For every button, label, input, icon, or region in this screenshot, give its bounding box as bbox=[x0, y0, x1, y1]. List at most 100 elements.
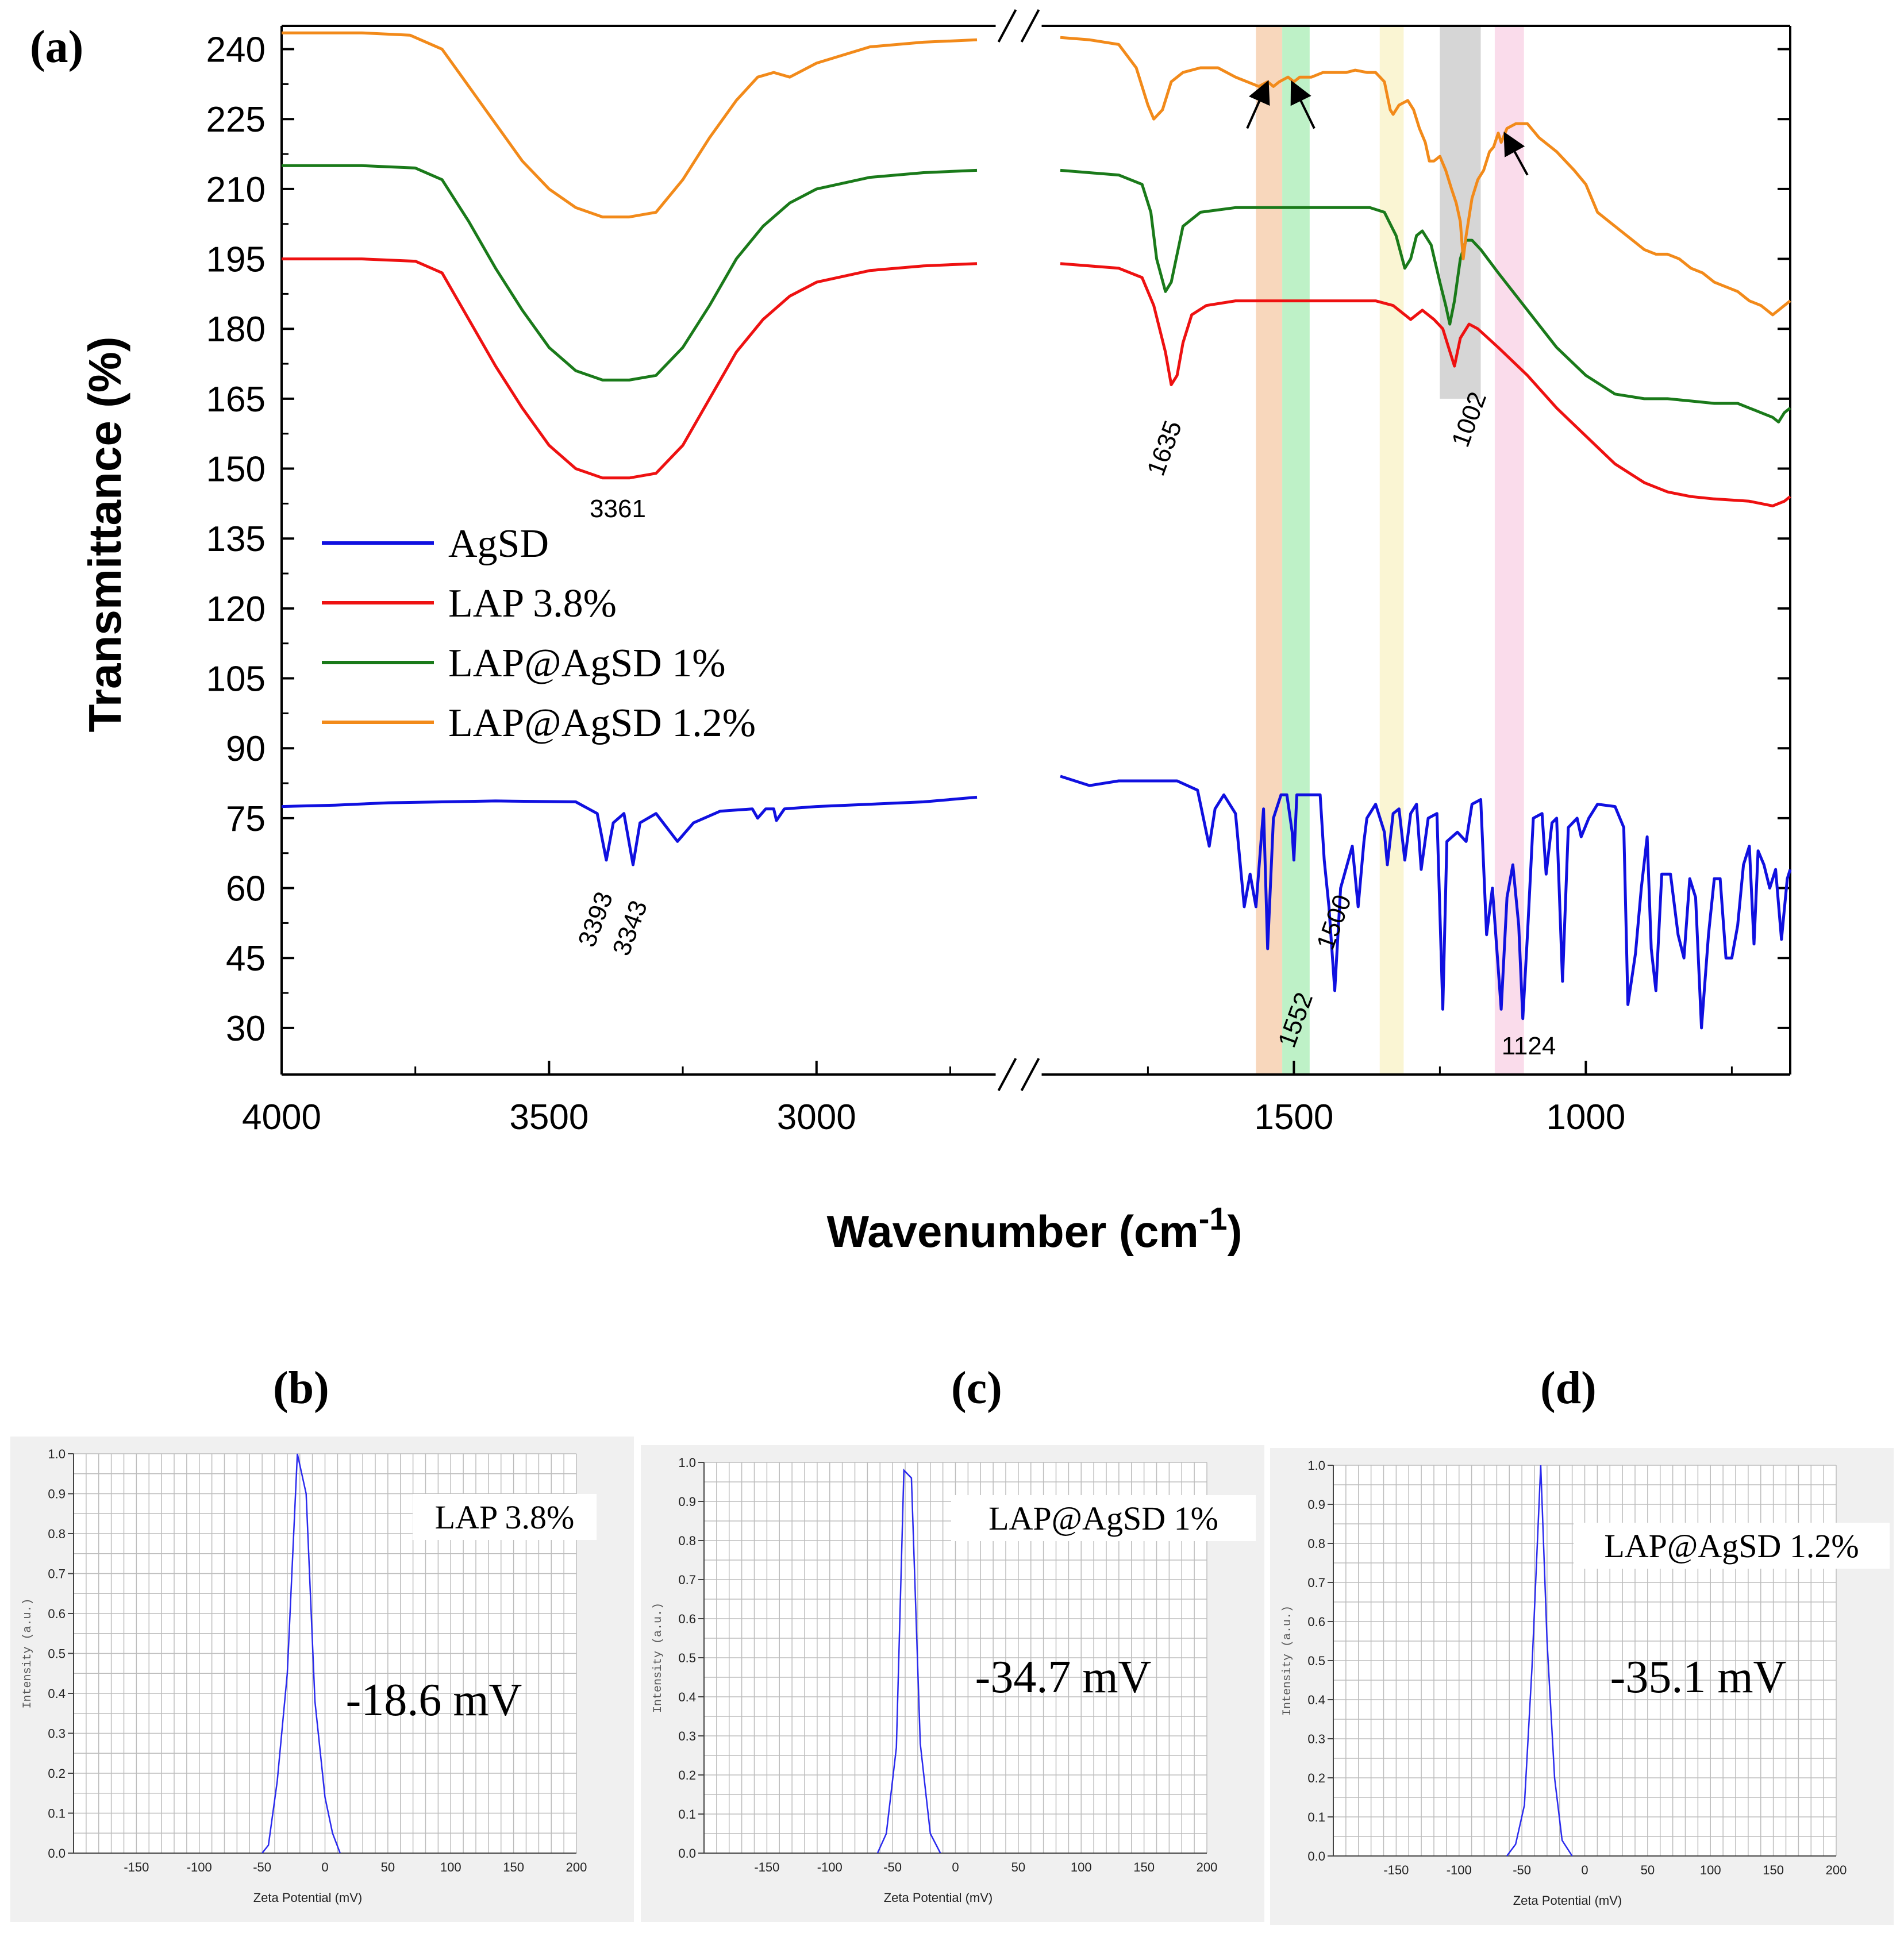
zeta-x-tick-label: 150 bbox=[1133, 1860, 1155, 1874]
zeta-y-tick-label: 0.3 bbox=[678, 1729, 696, 1743]
zeta-x-tick-label: 50 bbox=[381, 1860, 395, 1874]
zeta-x-tick-label: 0 bbox=[1581, 1863, 1588, 1877]
y-tick-label: 165 bbox=[206, 380, 266, 419]
annotation-arrow bbox=[1503, 132, 1529, 176]
y-tick-label: 90 bbox=[226, 729, 266, 769]
legend-label: LAP@AgSD 1% bbox=[448, 641, 726, 686]
zeta-y-tick-label: 0.5 bbox=[1307, 1654, 1325, 1668]
zeta-y-tick-label: 0.6 bbox=[48, 1607, 66, 1621]
zeta-legend-label: LAP 3.8% bbox=[435, 1499, 575, 1536]
peak-annotation: 3361 bbox=[590, 495, 646, 523]
zeta-y-tick-label: 0.0 bbox=[1307, 1849, 1325, 1863]
zeta-legend-box bbox=[1574, 1523, 1890, 1569]
series-line-lap-agsd-1-2- bbox=[1060, 36, 1791, 317]
zeta-legend-box bbox=[413, 1494, 597, 1540]
zeta-x-tick-label: 200 bbox=[1826, 1863, 1847, 1877]
zeta-x-tick-label: 200 bbox=[1197, 1860, 1218, 1874]
x-tick-label: 4000 bbox=[242, 1097, 321, 1137]
zeta-y-tick-label: 0.0 bbox=[678, 1846, 696, 1861]
highlight-band bbox=[1282, 26, 1310, 1075]
zeta-y-tick-label: 0.7 bbox=[678, 1573, 696, 1587]
zeta-y-axis-title: Intensity (a.u.) bbox=[1281, 1605, 1294, 1716]
y-tick-label: 240 bbox=[206, 30, 266, 70]
highlight-band bbox=[1379, 26, 1404, 1075]
panel-c-label: (c) bbox=[951, 1363, 1002, 1414]
zeta-y-tick-label: 0.1 bbox=[1307, 1810, 1325, 1824]
y-tick-label: 135 bbox=[206, 519, 266, 559]
zeta-x-tick-label: 100 bbox=[440, 1860, 461, 1874]
zeta-x-tick-label: 0 bbox=[321, 1860, 328, 1874]
zeta-legend-box bbox=[951, 1495, 1256, 1541]
peak-annotation: 1124 bbox=[1502, 1032, 1556, 1060]
zeta-value-label: -18.6 mV bbox=[346, 1675, 522, 1726]
zeta-x-tick-label: -150 bbox=[754, 1860, 779, 1874]
axis-break-mark bbox=[1020, 9, 1040, 43]
y-tick-label: 180 bbox=[206, 310, 266, 349]
series-line-lap-agsd-1- bbox=[282, 164, 978, 382]
axis-break-mark bbox=[997, 9, 1017, 43]
panel-a-label: (a) bbox=[30, 22, 83, 72]
axis-break-mark bbox=[997, 1058, 1017, 1091]
axis-break-gap bbox=[995, 21, 1042, 30]
zeta-chart-c: 0.0 0.1 0.2 0.3 0.4 0.5 0.6 0.7 0.8 0.9 1.0 -150 -10… bbox=[641, 1445, 1264, 1922]
peak-annotation: 1500 bbox=[1311, 891, 1357, 954]
axis-break-gap bbox=[995, 1070, 1042, 1079]
zeta-y-tick-label: 0.1 bbox=[678, 1807, 696, 1822]
zeta-x-tick-label: 0 bbox=[952, 1860, 959, 1874]
legend-label: AgSD bbox=[448, 522, 549, 566]
series-line-lap-agsd-1- bbox=[1060, 168, 1791, 423]
zeta-legend-label: LAP@AgSD 1% bbox=[988, 1500, 1218, 1537]
highlight-band bbox=[1494, 26, 1524, 1075]
y-tick-label: 225 bbox=[206, 100, 266, 140]
zeta-x-tick-label: 50 bbox=[1011, 1860, 1025, 1874]
zeta-x-tick-label: 150 bbox=[1763, 1863, 1784, 1877]
zeta-y-tick-label: 0.5 bbox=[48, 1647, 66, 1661]
zeta-x-tick-label: 150 bbox=[503, 1860, 524, 1874]
zeta-y-tick-label: 0.7 bbox=[48, 1567, 66, 1581]
zeta-y-tick-label: 0.9 bbox=[1307, 1497, 1325, 1512]
annotation-arrow bbox=[1290, 80, 1316, 129]
panel-b-label: (b) bbox=[273, 1363, 329, 1414]
annotation-arrow bbox=[1246, 80, 1270, 129]
zeta-y-tick-label: 0.6 bbox=[1307, 1615, 1325, 1629]
zeta-y-tick-label: 0.2 bbox=[48, 1766, 66, 1781]
series-line-lap-agsd-1-2- bbox=[282, 31, 978, 219]
zeta-x-axis-title: Zeta Potential (mV) bbox=[1513, 1893, 1622, 1908]
zeta-y-tick-label: 0.2 bbox=[1307, 1771, 1325, 1785]
x-axis-title: Wavenumber (cm-1) bbox=[826, 1200, 1242, 1257]
x-tick-label: 1500 bbox=[1254, 1097, 1333, 1137]
zeta-y-tick-label: 1.0 bbox=[48, 1447, 66, 1461]
y-axis-title: Transmittance (%) bbox=[79, 336, 130, 732]
y-tick-label: 105 bbox=[206, 660, 266, 699]
zeta-value-label: -34.7 mV bbox=[975, 1652, 1152, 1703]
y-tick-label: 120 bbox=[206, 590, 266, 629]
zeta-series-line bbox=[261, 1453, 341, 1854]
zeta-value-label: -35.1 mV bbox=[1610, 1652, 1787, 1703]
zeta-x-axis-title: Zeta Potential (mV) bbox=[253, 1890, 363, 1905]
zeta-y-tick-label: 0.3 bbox=[1307, 1732, 1325, 1746]
zeta-x-tick-label: -50 bbox=[1513, 1863, 1531, 1877]
zeta-x-tick-label: -150 bbox=[124, 1860, 149, 1874]
y-tick-label: 30 bbox=[226, 1009, 266, 1049]
series-line-lap-3-8- bbox=[1060, 262, 1791, 507]
zeta-y-tick-label: 0.4 bbox=[1307, 1693, 1325, 1707]
y-tick-label: 60 bbox=[226, 869, 266, 909]
zeta-series-line bbox=[1506, 1465, 1573, 1857]
zeta-y-tick-label: 1.0 bbox=[1307, 1458, 1325, 1473]
x-tick-label: 3000 bbox=[777, 1097, 856, 1137]
panel-d-label: (d) bbox=[1540, 1363, 1597, 1414]
zeta-y-tick-label: 0.0 bbox=[48, 1846, 66, 1861]
series-line-agsd bbox=[1060, 775, 1792, 1030]
y-tick-label: 45 bbox=[226, 939, 266, 979]
zeta-y-tick-label: 0.1 bbox=[48, 1807, 66, 1821]
series-line-agsd bbox=[281, 795, 978, 867]
zeta-chart-d: 0.0 0.1 0.2 0.3 0.4 0.5 0.6 0.7 0.8 0.9 1.0 -150 -10… bbox=[1270, 1448, 1894, 1925]
zeta-legend-label: LAP@AgSD 1.2% bbox=[1604, 1527, 1859, 1565]
zeta-y-tick-label: 0.9 bbox=[678, 1495, 696, 1509]
y-tick-label: 195 bbox=[206, 240, 266, 280]
y-tick-label: 75 bbox=[226, 799, 266, 839]
zeta-x-tick-label: 100 bbox=[1071, 1860, 1092, 1874]
zeta-y-tick-label: 0.8 bbox=[678, 1534, 696, 1548]
legend-label: LAP 3.8% bbox=[448, 582, 617, 626]
